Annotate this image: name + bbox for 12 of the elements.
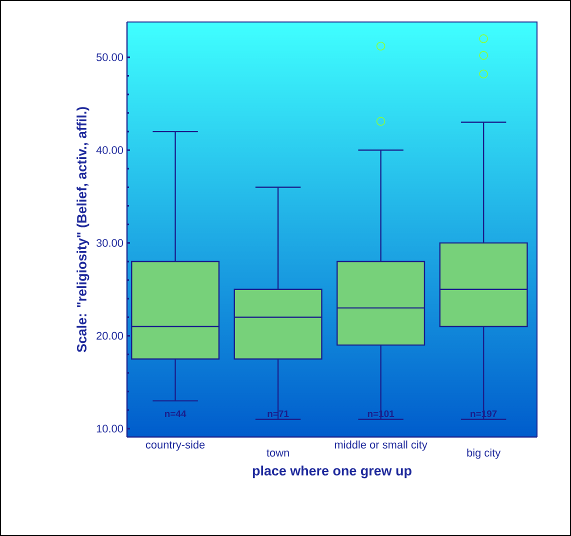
x-tick-label: middle or small city [334, 440, 428, 451]
y-tick-label: 30.00 [96, 239, 124, 247]
y-tick-label: 20.00 [96, 332, 124, 340]
y-axis-title: Scale: "religiosity" (Belief, activ., affil.) [76, 107, 90, 352]
y-tick-label: 40.00 [96, 146, 124, 154]
y-tick-label: 10.00 [96, 424, 124, 433]
x-tick-label: big city [467, 448, 501, 459]
y-tick-label: 50.00 [96, 53, 124, 62]
x-axis-title: place where one grew up [252, 466, 412, 478]
x-tick-label: town [266, 449, 289, 457]
x-tick-label: country-side [146, 440, 205, 451]
annotation: n=44 [165, 410, 186, 417]
